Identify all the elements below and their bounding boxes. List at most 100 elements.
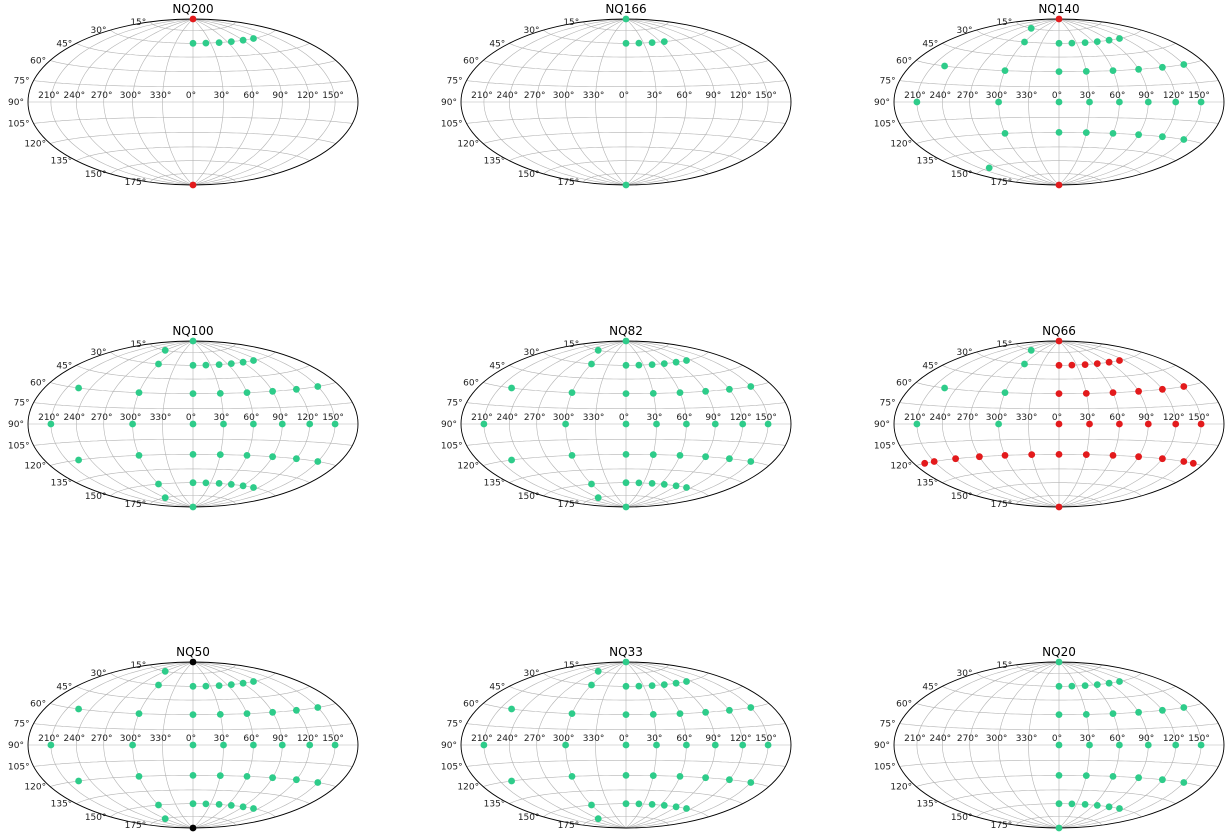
data-point	[243, 389, 251, 396]
lat-tick-label: 150°	[518, 170, 540, 180]
lon-tick-label: 240°	[496, 413, 518, 423]
data-point	[941, 62, 948, 70]
parallel-gridline	[150, 816, 236, 826]
lon-tick-label: 270°	[91, 413, 113, 423]
data-point	[1135, 774, 1142, 782]
data-point	[683, 805, 690, 812]
lon-tick-label: 90°	[705, 734, 721, 744]
data-point	[622, 658, 630, 666]
data-point	[676, 389, 684, 396]
data-point	[648, 801, 656, 808]
data-point	[161, 815, 169, 823]
data-point	[1116, 98, 1123, 106]
data-point	[47, 420, 55, 428]
lat-tick-label: 175°	[991, 821, 1013, 831]
lat-tick-label: 105°	[874, 119, 896, 129]
data-point	[588, 801, 595, 809]
data-point	[135, 710, 143, 717]
data-point	[1081, 682, 1089, 689]
data-point	[189, 658, 197, 666]
lat-tick-label: 30°	[524, 348, 540, 358]
parallel-gridline	[110, 160, 276, 175]
lon-tick-label: 330°	[150, 413, 172, 423]
lon-tick-label: 120°	[1163, 91, 1185, 101]
lat-tick-label: 150°	[951, 813, 973, 823]
parallel-gridline	[509, 468, 743, 483]
lon-tick-label: 60°	[1109, 413, 1125, 423]
data-point	[622, 39, 630, 47]
data-point	[189, 181, 197, 189]
lat-tick-label: 15°	[130, 340, 146, 350]
data-point	[649, 451, 657, 458]
data-point	[747, 383, 755, 390]
data-point	[250, 420, 257, 428]
lon-tick-label: 240°	[929, 734, 951, 744]
lat-tick-label: 15°	[563, 340, 579, 350]
data-point	[672, 679, 680, 687]
lat-tick-label: 45°	[489, 361, 505, 371]
data-point	[648, 682, 656, 689]
lat-tick-label: 175°	[558, 821, 580, 831]
data-point	[711, 420, 719, 428]
lon-tick-label: 330°	[1016, 91, 1038, 101]
lat-tick-label: 90°	[874, 98, 890, 108]
data-point	[1109, 130, 1117, 137]
data-point	[189, 824, 197, 832]
data-point	[1055, 337, 1063, 345]
parallel-gridline	[899, 402, 1219, 409]
data-point	[913, 420, 921, 428]
lat-tick-label: 135°	[484, 479, 506, 489]
data-point	[293, 455, 300, 463]
data-point	[568, 452, 576, 459]
lon-tick-label: 270°	[957, 413, 979, 423]
lat-tick-label: 15°	[130, 661, 146, 671]
lat-tick-label: 90°	[8, 420, 24, 430]
lat-tick-label: 30°	[91, 348, 107, 358]
data-point	[1093, 681, 1101, 688]
data-point	[1180, 136, 1188, 143]
lon-tick-label: 300°	[120, 91, 142, 101]
lon-tick-label: 30°	[213, 413, 229, 423]
data-point	[239, 36, 247, 44]
parallel-gridline	[76, 365, 310, 380]
lat-tick-label: 135°	[917, 800, 939, 810]
lat-tick-label: 15°	[130, 18, 146, 28]
lon-tick-label: 240°	[929, 413, 951, 423]
data-point	[726, 455, 733, 463]
lon-tick-label: 330°	[1016, 413, 1038, 423]
parallel-gridline	[509, 789, 743, 804]
data-point	[1082, 390, 1090, 397]
data-point	[1135, 65, 1142, 73]
lon-tick-label: 300°	[120, 413, 142, 423]
lon-tick-label: 330°	[150, 91, 172, 101]
data-point	[155, 681, 162, 689]
lat-tick-label: 120°	[890, 462, 912, 472]
data-point	[1105, 679, 1113, 687]
lon-tick-label: 270°	[524, 413, 546, 423]
parallel-gridline	[509, 43, 743, 58]
data-point	[672, 358, 680, 366]
data-point	[622, 503, 630, 511]
data-point	[155, 801, 162, 809]
data-point	[1180, 704, 1188, 711]
data-point	[331, 741, 339, 749]
data-point	[1068, 39, 1076, 47]
lat-tick-label: 105°	[441, 762, 463, 772]
data-point	[622, 361, 630, 369]
lon-tick-label: 150°	[322, 734, 344, 744]
data-point	[250, 741, 257, 749]
data-point	[202, 39, 210, 47]
parallel-gridline	[76, 468, 310, 483]
lat-tick-label: 45°	[922, 39, 938, 49]
data-point	[913, 98, 921, 106]
data-point	[306, 741, 314, 749]
lat-tick-label: 135°	[51, 479, 73, 489]
parallel-gridline	[509, 365, 743, 380]
lon-tick-label: 30°	[646, 734, 662, 744]
lat-tick-label: 175°	[125, 500, 147, 510]
parallel-gridline	[1016, 173, 1102, 183]
lat-tick-label: 75°	[14, 399, 30, 409]
data-point	[1197, 98, 1205, 106]
data-point	[1055, 68, 1063, 75]
